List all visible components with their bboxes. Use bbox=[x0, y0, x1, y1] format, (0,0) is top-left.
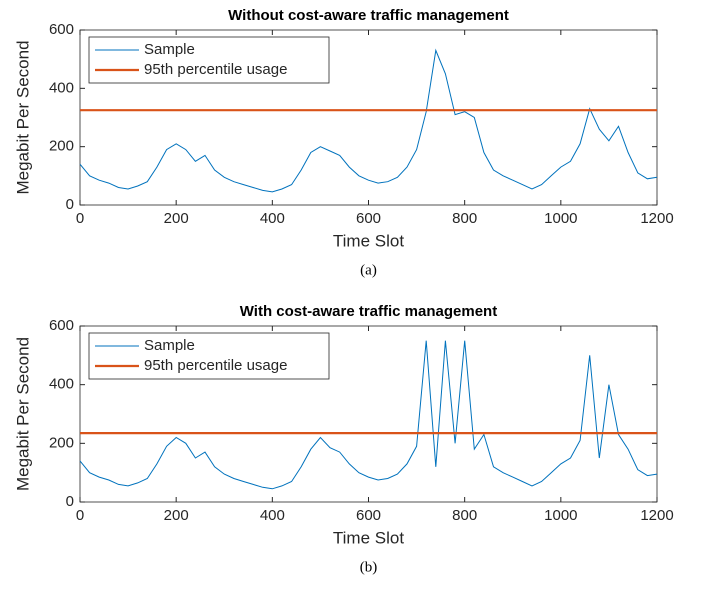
legend-label: Sample bbox=[144, 337, 195, 354]
x-tick-label: 1200 bbox=[640, 210, 673, 227]
x-tick-label: 1000 bbox=[544, 210, 577, 227]
subplot: With cost-aware traffic management 0 200 40… bbox=[13, 303, 673, 575]
y-tick-label: 0 bbox=[66, 493, 74, 510]
y-tick-label: 400 bbox=[49, 376, 74, 393]
x-tick-label: 600 bbox=[356, 507, 381, 524]
x-tick-label: 200 bbox=[164, 210, 189, 227]
x-tick-label: 800 bbox=[452, 507, 477, 524]
x-axis-label: Time Slot bbox=[333, 231, 404, 250]
y-tick-label: 200 bbox=[49, 434, 74, 451]
legend-label: Sample bbox=[144, 41, 195, 58]
x-axis-label: Time Slot bbox=[333, 528, 404, 547]
x-tick-label: 800 bbox=[452, 210, 477, 227]
caption: (b) bbox=[360, 559, 378, 575]
x-tick-label: 400 bbox=[260, 210, 285, 227]
legend bbox=[88, 36, 330, 84]
y-tick-label: 200 bbox=[49, 138, 74, 155]
y-tick-label: 600 bbox=[49, 317, 74, 334]
series-line bbox=[79, 48, 658, 193]
chart-title: With cost-aware traffic management bbox=[240, 303, 497, 320]
x-tick-label: 200 bbox=[164, 507, 189, 524]
legend-label: 95th percentile usage bbox=[144, 61, 287, 78]
x-tick-label: 400 bbox=[260, 507, 285, 524]
x-tick-label: 0 bbox=[76, 210, 84, 227]
series-line bbox=[79, 340, 658, 490]
y-axis-label: Megabit Per Second bbox=[13, 337, 32, 491]
x-tick-label: 0 bbox=[76, 507, 84, 524]
x-tick-label: 1000 bbox=[544, 507, 577, 524]
subplot: Without cost-aware traffic management 0 20… bbox=[13, 7, 673, 278]
legend-label: 95th percentile usage bbox=[144, 357, 287, 374]
legend bbox=[88, 332, 330, 380]
caption: (a) bbox=[360, 262, 377, 278]
y-tick-label: 600 bbox=[49, 21, 74, 38]
y-tick-label: 0 bbox=[66, 196, 74, 213]
x-tick-label: 1200 bbox=[640, 507, 673, 524]
y-axis-label: Megabit Per Second bbox=[13, 40, 32, 194]
chart-title: Without cost-aware traffic management bbox=[228, 7, 509, 24]
x-tick-label: 600 bbox=[356, 210, 381, 227]
y-tick-label: 400 bbox=[49, 79, 74, 96]
